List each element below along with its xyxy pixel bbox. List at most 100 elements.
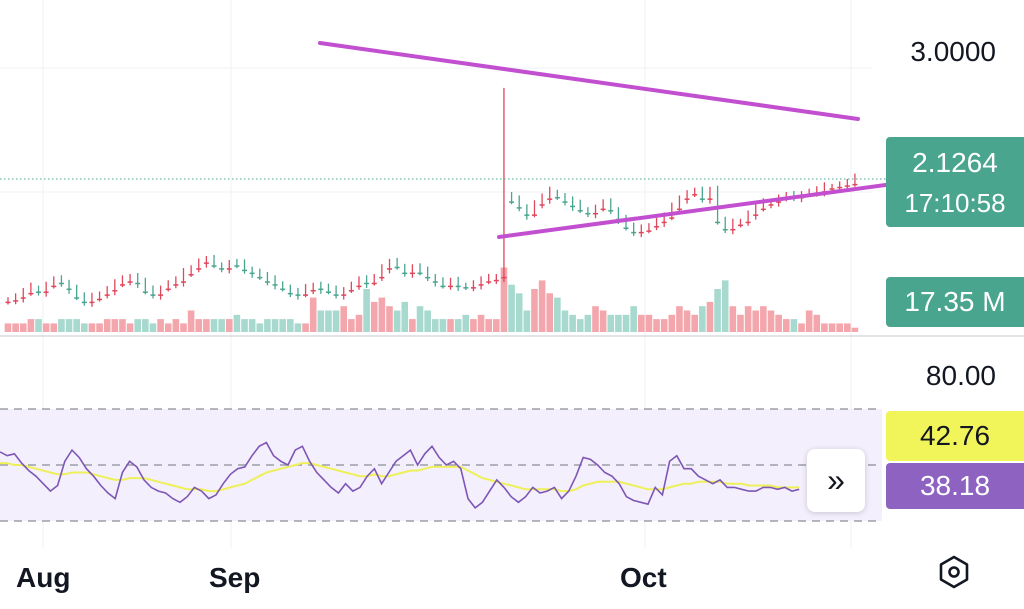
candle — [119, 275, 125, 288]
candle — [715, 185, 721, 225]
volume-bar — [828, 323, 836, 332]
candle-body — [58, 282, 64, 285]
candle-body — [509, 201, 515, 203]
candle — [28, 282, 34, 296]
volume-bar — [576, 319, 584, 332]
volume-bar — [302, 323, 309, 332]
volume-bar — [81, 323, 88, 332]
candle — [684, 190, 690, 204]
candle — [745, 210, 751, 226]
candle-body — [463, 287, 469, 289]
volume-bar — [523, 310, 531, 332]
candle-body — [661, 221, 667, 224]
candle-body — [577, 210, 583, 212]
volume-bar — [203, 319, 210, 332]
volume-bar — [454, 319, 462, 332]
candle-body — [547, 198, 553, 200]
candle-body — [837, 186, 843, 189]
candle — [203, 255, 209, 268]
volume-bar — [714, 289, 721, 332]
candle — [623, 214, 629, 231]
volume-bar — [119, 319, 126, 332]
candle-body — [722, 228, 728, 231]
candle — [531, 200, 537, 218]
candle-body — [753, 214, 759, 216]
volume-bar — [157, 319, 164, 332]
candle-body — [196, 268, 202, 270]
candle-body — [737, 224, 743, 227]
volume-bar — [180, 323, 187, 332]
candle-body — [150, 294, 156, 296]
candle — [173, 276, 179, 289]
candle — [242, 259, 248, 274]
candle-body — [707, 198, 713, 200]
volume-bar — [844, 323, 851, 332]
settings-hexagon-icon[interactable] — [936, 554, 972, 590]
candle-body — [310, 290, 316, 292]
volume-bar — [27, 319, 35, 332]
candle-body — [593, 212, 599, 215]
candle — [402, 263, 408, 277]
volume-bar — [50, 323, 58, 332]
candle-body — [715, 221, 721, 224]
candle-body — [5, 301, 11, 304]
candle — [852, 173, 858, 187]
candle — [58, 275, 64, 287]
volume-bar — [256, 323, 264, 332]
volume-bar — [546, 293, 554, 332]
candle-body — [760, 208, 766, 211]
candle — [539, 193, 545, 209]
trendline-drawings[interactable] — [318, 41, 895, 239]
candle — [165, 280, 171, 292]
candle-body — [51, 285, 57, 288]
candle — [287, 284, 293, 297]
volume-bar — [752, 310, 760, 332]
candle-body — [699, 198, 705, 200]
volume-bar — [126, 323, 134, 332]
volume-bar — [744, 306, 752, 332]
candle — [394, 257, 400, 270]
volume-bar — [317, 310, 325, 332]
candle-body — [97, 298, 103, 301]
candle-body — [585, 212, 591, 215]
candle-body — [692, 194, 698, 196]
volume-bar — [218, 319, 225, 332]
volume-bar — [699, 306, 706, 332]
candle — [272, 275, 278, 290]
current-price-tag: 2.1264 17:10:58 — [886, 137, 1024, 227]
candle-body — [158, 294, 164, 296]
volume-bar — [187, 310, 195, 332]
candle — [150, 285, 156, 299]
candle — [264, 271, 270, 286]
candle-body — [36, 291, 42, 293]
volume-bar — [599, 310, 607, 332]
candle-body — [74, 297, 80, 299]
candle-body — [287, 292, 293, 295]
candle — [425, 266, 431, 281]
scroll-to-realtime-button[interactable]: » — [807, 449, 865, 512]
candle-body — [173, 284, 179, 286]
candle-body — [234, 265, 240, 267]
volume-bar — [73, 319, 80, 332]
volume-bar — [584, 314, 592, 332]
candle — [43, 281, 49, 297]
candle — [593, 204, 599, 219]
volume-bar — [386, 306, 393, 332]
volume-bar — [622, 314, 630, 332]
candle — [295, 287, 301, 300]
volume-bar — [210, 319, 218, 332]
volume-bar — [58, 319, 65, 332]
candle — [5, 297, 11, 305]
candle — [409, 264, 415, 278]
candle — [570, 196, 576, 211]
candle-body — [188, 274, 194, 276]
volume-bar — [264, 319, 271, 332]
candle — [36, 285, 42, 296]
candle — [249, 266, 255, 278]
candle-body — [280, 288, 286, 291]
candle-body — [531, 214, 537, 216]
volume-bar — [462, 314, 470, 332]
candle — [692, 187, 698, 197]
candle-body — [676, 208, 682, 211]
